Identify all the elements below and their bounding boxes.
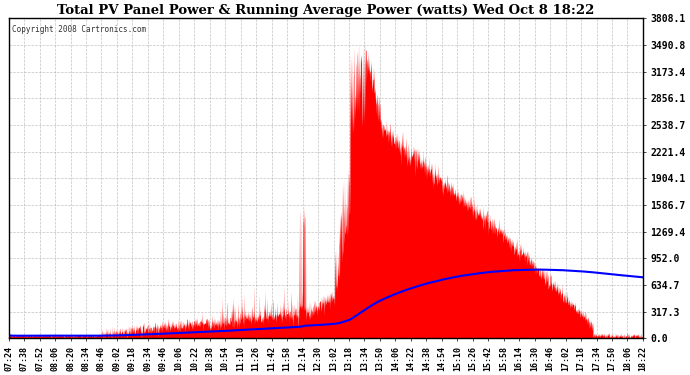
Text: Copyright 2008 Cartronics.com: Copyright 2008 Cartronics.com bbox=[12, 25, 146, 34]
Title: Total PV Panel Power & Running Average Power (watts) Wed Oct 8 18:22: Total PV Panel Power & Running Average P… bbox=[57, 4, 595, 17]
